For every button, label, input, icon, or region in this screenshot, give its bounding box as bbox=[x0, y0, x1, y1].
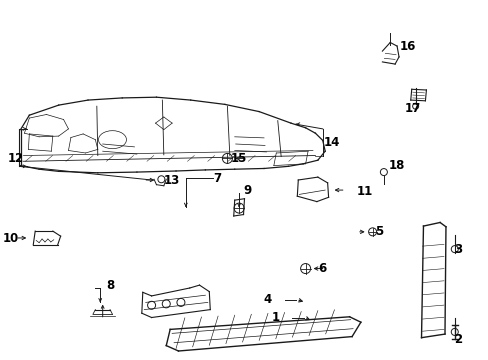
Text: 7: 7 bbox=[213, 172, 222, 185]
Text: 5: 5 bbox=[375, 225, 383, 238]
Text: 6: 6 bbox=[317, 262, 325, 275]
Text: 10: 10 bbox=[2, 232, 19, 245]
Text: 15: 15 bbox=[230, 152, 246, 165]
Text: 14: 14 bbox=[323, 136, 339, 149]
Text: 18: 18 bbox=[388, 159, 404, 172]
Text: 2: 2 bbox=[453, 333, 461, 346]
Text: 3: 3 bbox=[453, 243, 461, 256]
Text: 9: 9 bbox=[243, 184, 251, 197]
Text: 17: 17 bbox=[404, 102, 420, 114]
Text: 11: 11 bbox=[356, 185, 372, 198]
Text: 4: 4 bbox=[263, 293, 271, 306]
Text: 8: 8 bbox=[106, 279, 115, 292]
Text: 16: 16 bbox=[399, 40, 415, 53]
Text: 1: 1 bbox=[271, 311, 279, 324]
Text: 13: 13 bbox=[163, 174, 180, 186]
Text: 12: 12 bbox=[8, 152, 24, 165]
